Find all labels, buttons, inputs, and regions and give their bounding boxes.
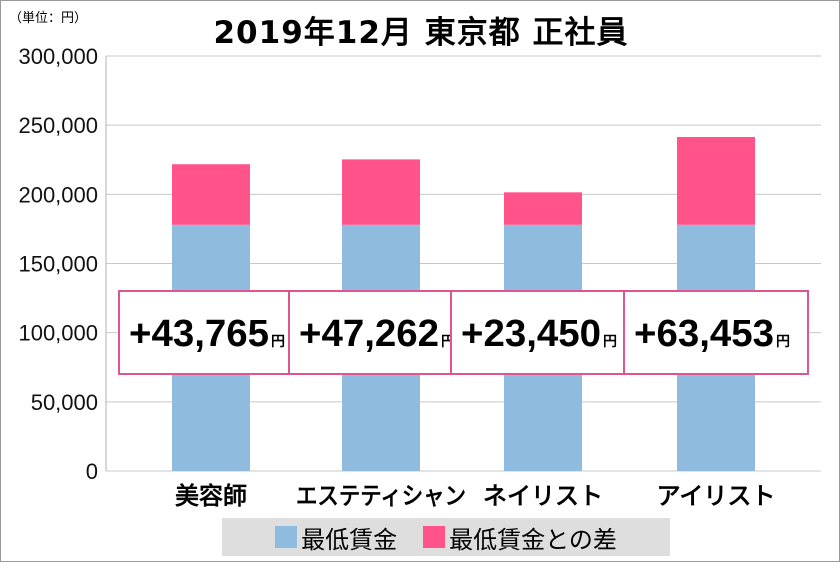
- data-label-box: [118, 290, 304, 375]
- x-category-label: 美容師: [175, 482, 247, 510]
- data-label-unit: 円: [603, 334, 617, 350]
- data-label-value: +63,453: [634, 313, 774, 355]
- y-tick-label: 100,000: [18, 321, 98, 346]
- data-label-box: [288, 290, 474, 375]
- data-label-value: +43,765: [129, 313, 269, 355]
- data-label-unit: 円: [776, 334, 790, 350]
- data-label-box: [623, 290, 809, 375]
- legend-swatch-min-wage: [275, 526, 298, 548]
- legend-item-min-wage: 最低賃金: [275, 520, 397, 555]
- bar-difference: [172, 164, 250, 225]
- y-tick-label: 50,000: [31, 390, 98, 415]
- data-label-box: [450, 290, 636, 375]
- legend-label: 最低賃金: [301, 525, 398, 554]
- legend: 最低賃金 最低賃金との差: [222, 518, 670, 556]
- bar-difference: [504, 192, 582, 225]
- legend-swatch-difference: [423, 526, 446, 548]
- y-tick-label: 300,000: [18, 44, 98, 69]
- y-tick-label: 200,000: [18, 182, 98, 207]
- bar-difference: [342, 159, 420, 225]
- chart-title: 2019年12月 東京都 正社員: [213, 15, 629, 51]
- y-tick-label: 150,000: [18, 252, 98, 277]
- data-label-value: +47,262: [299, 313, 439, 355]
- y-tick-label: 0: [86, 459, 98, 484]
- data-label-value: +23,450: [461, 313, 601, 355]
- legend-label: 最低賃金との差: [449, 525, 617, 554]
- x-category-label: アイリスト: [657, 482, 776, 510]
- x-category-label: エステティシャン: [296, 482, 466, 510]
- bar-difference: [677, 136, 755, 225]
- y-tick-label: 250,000: [18, 113, 98, 138]
- x-category-label: ネイリスト: [483, 482, 603, 510]
- data-label-unit: 円: [271, 334, 285, 350]
- legend-item-difference: 最低賃金との差: [423, 520, 617, 555]
- unit-label: （単位：円）: [9, 11, 88, 26]
